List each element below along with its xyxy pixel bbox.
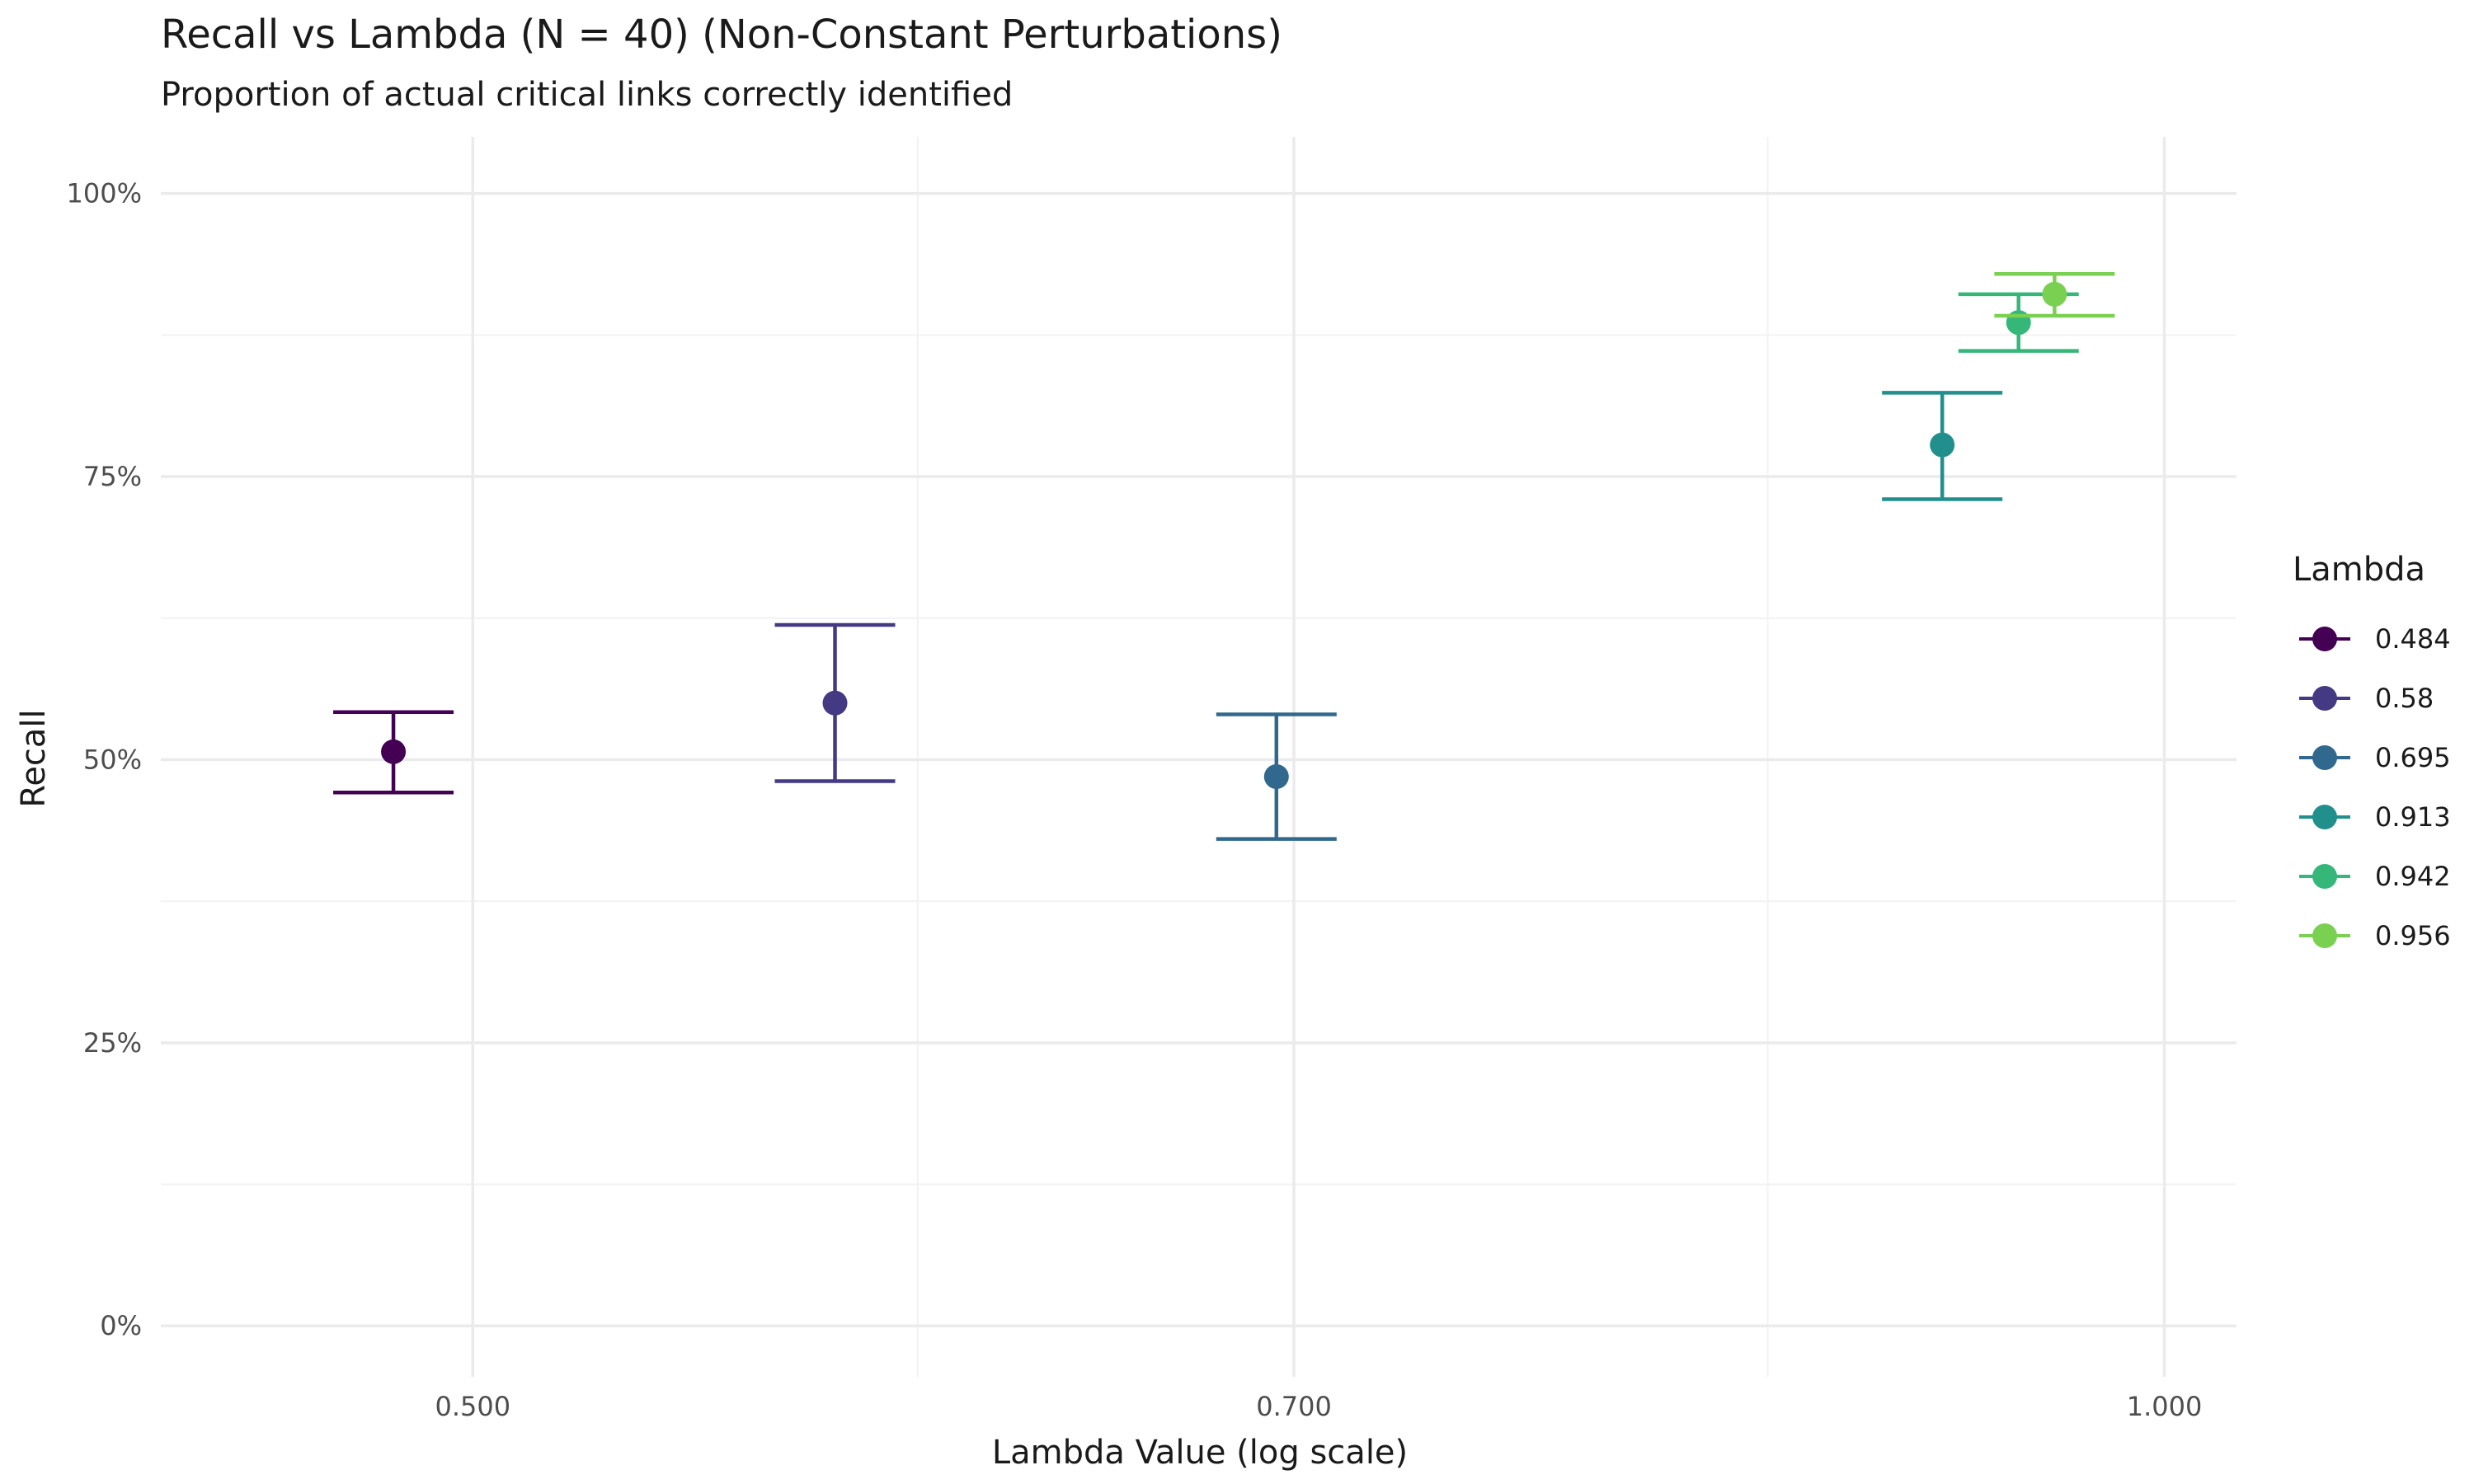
- data-point-group: [333, 710, 454, 795]
- data-point: [2042, 281, 2067, 307]
- data-point-group: [774, 622, 896, 783]
- legend-item: 0.58: [2299, 683, 2434, 714]
- chart-title: Recall vs Lambda (N = 40) (Non-Constant …: [161, 12, 1282, 58]
- chart-subtitle: Proportion of actual critical links corr…: [161, 76, 1013, 114]
- legend: Lambda 0.484 0.58 0.695 0.913 0.942 0.956: [2293, 551, 2451, 951]
- data-point: [2006, 310, 2031, 336]
- data-point: [1930, 432, 1955, 458]
- data-point-group: [1994, 271, 2115, 318]
- legend-label: 0.484: [2375, 623, 2451, 655]
- y-tick-label: 75%: [83, 461, 142, 492]
- x-axis-title: Lambda Value (log scale): [992, 1434, 1408, 1472]
- legend-key-point: [2312, 627, 2337, 651]
- legend-title: Lambda: [2293, 551, 2425, 589]
- axis-tick-labels: 0% 25% 50% 75% 100% 0.500 0.700 1.000: [67, 178, 2203, 1422]
- legend-items: 0.484 0.58 0.695 0.913 0.942 0.956: [2299, 623, 2451, 951]
- legend-item: 0.484: [2299, 623, 2451, 655]
- legend-key-point: [2312, 745, 2337, 770]
- x-tick-label: 0.700: [1256, 1391, 1332, 1422]
- legend-key-point: [2312, 686, 2337, 711]
- legend-label: 0.956: [2375, 920, 2451, 951]
- x-tick-label: 0.500: [435, 1391, 510, 1422]
- y-tick-label: 25%: [83, 1027, 142, 1059]
- y-axis-title: Recall: [15, 709, 53, 807]
- data-point-group: [1216, 712, 1337, 841]
- data-point-group: [1882, 391, 2003, 501]
- legend-item: 0.942: [2299, 861, 2451, 892]
- data-point: [822, 690, 848, 716]
- legend-item: 0.956: [2299, 920, 2451, 951]
- legend-key-point: [2312, 864, 2337, 889]
- legend-item: 0.695: [2299, 742, 2451, 773]
- y-tick-label: 100%: [67, 178, 142, 209]
- data-point: [1263, 764, 1289, 790]
- y-tick-label: 50%: [83, 744, 142, 775]
- y-tick-label: 0%: [100, 1310, 142, 1341]
- legend-label: 0.695: [2375, 742, 2451, 773]
- legend-label: 0.942: [2375, 861, 2451, 892]
- plot-grid: [161, 137, 2236, 1377]
- plot-marks: [333, 271, 2115, 841]
- x-tick-label: 1.000: [2127, 1391, 2203, 1422]
- legend-label: 0.58: [2375, 683, 2434, 714]
- legend-label: 0.913: [2375, 801, 2451, 833]
- data-point: [381, 739, 407, 764]
- legend-item: 0.913: [2299, 801, 2451, 833]
- legend-key-point: [2312, 923, 2337, 948]
- legend-key-point: [2312, 805, 2337, 829]
